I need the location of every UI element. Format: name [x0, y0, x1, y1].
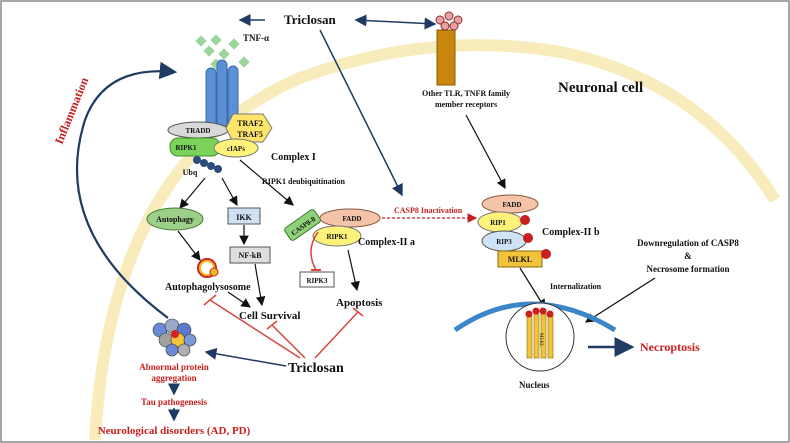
triclosan-inhibition-lines: [203, 294, 364, 359]
downregulation-arrow: [584, 277, 656, 323]
casp8-inhibits-ripk3: [310, 231, 319, 271]
traf-node: [225, 113, 273, 143]
nfkb-label: NF-kB: [238, 251, 262, 260]
rip1-phospho: [520, 215, 530, 225]
downregulation-line1: Downregulation of CASP8: [637, 238, 739, 248]
tnf-alpha-ligands: [195, 34, 250, 70]
complex-iib-label: Complex-II b: [542, 227, 600, 238]
casp8-inactivation-label: CASP8 Inactivation: [394, 206, 463, 215]
tnf-alpha-label: TNF-α: [243, 33, 269, 43]
tau-label: Tau pathogenesis: [141, 397, 207, 407]
traf2-label: TRAF2: [237, 119, 263, 128]
to-ikk-arrow: [221, 177, 238, 207]
rip3-label: RIP3: [496, 238, 512, 246]
rip3-phospho: [523, 233, 533, 243]
nfkb-node: [229, 246, 271, 264]
cell-survival-label: Cell Survival: [239, 310, 300, 322]
triclosan-top-label: Triclosan: [284, 12, 337, 27]
ikk-label: IKK: [236, 213, 252, 222]
ripk1-c2a-node: [312, 225, 362, 247]
tnf-receptor: [205, 59, 239, 129]
complex-i-label: Complex I: [271, 152, 316, 163]
internalization-arrow: [519, 267, 546, 310]
autophagy-node: [146, 207, 204, 231]
ciaps-label: cIAPs: [227, 145, 245, 153]
neuro-disorders-label: Neurological disorders (AD, PD): [98, 425, 251, 437]
mlkl-pore: MLKL: [525, 307, 554, 359]
neuronal-cell-label: Neuronal cell: [558, 80, 643, 96]
receptor-to-complex-iib-arrow: [465, 114, 506, 190]
ubiquitin-chain: [193, 156, 222, 173]
ubq-label: Ubq: [183, 168, 198, 177]
downregulation-amp: &: [684, 251, 692, 261]
lysosome-to-survival-arrow: [227, 291, 251, 308]
ripk3-label: RIPK3: [307, 277, 329, 285]
autophagy-to-lysosome-arrow: [177, 230, 201, 261]
necroptosis-label: Necroptosis: [640, 340, 700, 354]
ikk-node: [227, 207, 261, 225]
mlkl-phospho: [541, 249, 551, 259]
internalization-label: Internalization: [550, 282, 602, 291]
abnormal-line2: aggregation: [151, 373, 196, 383]
complex-iia-label: Complex-II a: [358, 237, 415, 248]
fadd-c2a-label: FADD: [343, 215, 362, 223]
nfkb-to-survival-arrow: [254, 263, 266, 307]
autophagy-label: Autophagy: [156, 215, 194, 224]
triclosan-to-aggregation-arrow: [204, 347, 287, 367]
abnormal-line1: Abnormal protein: [139, 362, 209, 372]
mlkl-label: MLKL: [508, 255, 532, 264]
triclosan-to-casp8-arrow: [319, 29, 403, 197]
cell-membrane: [89, 39, 781, 441]
inflammation-arrow: [75, 61, 178, 319]
pore-mlkl-label: MLKL: [538, 333, 543, 347]
mlkl-node: [497, 250, 543, 268]
autophagolysosome-icon: [197, 258, 219, 278]
ciaps-node: [213, 138, 259, 158]
triclosan-bottom-label: Triclosan: [288, 361, 344, 376]
other-receptors-line2: member receptors: [435, 100, 497, 109]
downregulation-line2: Necrosome formation: [646, 264, 729, 274]
to-autophagy-arrow: [179, 177, 206, 209]
to-casp8-arrow: [239, 159, 294, 206]
nucleus-circle: [505, 302, 575, 372]
fadd-c2a-node: [319, 208, 381, 228]
autophagolysosome-label: Autophagolysosome: [165, 282, 251, 293]
other-receptor: [435, 11, 463, 86]
triclosan-to-receptor-arrow: [354, 14, 437, 30]
ripk1-c2a-label: RIPK1: [327, 233, 349, 241]
ripk1-c1-label: RIPK1: [176, 144, 198, 152]
apoptosis-label: Apoptosis: [336, 297, 383, 309]
protein-aggregate-icon: [152, 318, 197, 357]
ripk1-deubiq-label: RIPK1 deubiquitination: [262, 177, 345, 186]
traf5-label: TRAF5: [237, 130, 263, 139]
ripk3-node: [299, 271, 335, 288]
rip1-label: RIP1: [490, 219, 506, 227]
fadd-c2b-label: FADD: [503, 201, 522, 209]
other-receptors-line1: Other TLR, TNFR family: [422, 89, 510, 98]
nucleus-label: Nucleus: [519, 380, 550, 390]
to-apoptosis-arrow: [347, 249, 360, 292]
tradd-label: TRADD: [186, 127, 211, 135]
